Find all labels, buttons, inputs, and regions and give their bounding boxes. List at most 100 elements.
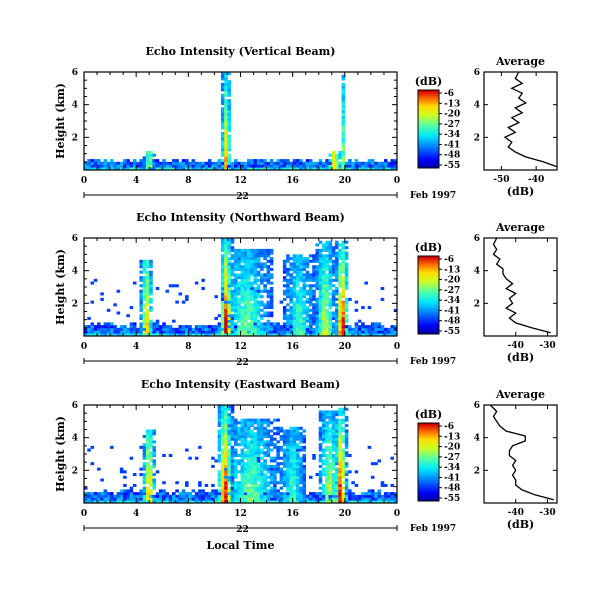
heatmap-cell	[266, 492, 271, 496]
heatmap-cell	[335, 437, 339, 441]
colorbar-tick-label: -34	[444, 463, 460, 473]
heatmap-cell	[312, 454, 316, 458]
heatmap-cell	[380, 164, 385, 168]
heatmap-cell	[142, 451, 147, 455]
heatmap-cell	[100, 500, 104, 504]
heatmap-cell	[220, 297, 225, 301]
colorbar-segment	[418, 107, 439, 110]
heatmap-cell	[247, 289, 251, 293]
heatmap-cell	[341, 142, 346, 146]
heatmap-cell	[87, 325, 91, 329]
heatmap-cell	[295, 330, 300, 334]
heatmap-cell	[227, 440, 232, 444]
heatmap-cell	[237, 500, 241, 504]
heatmap-cell	[364, 497, 368, 501]
heatmap-cell	[230, 473, 235, 477]
heatmap-cell	[155, 470, 160, 474]
heatmap-cell	[191, 161, 196, 165]
colorbar-frame	[417, 255, 440, 335]
heatmap-cell	[168, 164, 173, 168]
heatmap-cell	[338, 254, 342, 258]
heatmap-cell	[224, 123, 228, 127]
heatmap-cell	[322, 316, 326, 320]
heatmap-cell	[224, 295, 228, 299]
heatmap-cell	[84, 164, 88, 168]
heatmap-cell	[220, 137, 225, 141]
heatmap-cell	[220, 77, 225, 81]
heatmap-cell	[331, 473, 336, 477]
colorbar-segment	[418, 314, 439, 317]
heatmap-cell	[276, 492, 280, 496]
colorbar-segment	[418, 438, 439, 441]
heatmap-cell	[328, 314, 333, 318]
heatmap-cell	[250, 429, 254, 433]
heatmap-cell	[233, 494, 238, 498]
heatmap-cell	[240, 164, 245, 168]
colorbar-segment	[418, 463, 439, 467]
heatmap-cell	[308, 327, 313, 331]
heatmap-cell	[328, 311, 333, 315]
heatmap-cell	[295, 259, 300, 263]
heatmap-cell	[279, 475, 284, 479]
heatmap-cell	[100, 327, 104, 331]
heatmap-cell	[162, 481, 166, 485]
heatmap-cell	[224, 121, 228, 125]
heatmap-cell	[322, 413, 326, 417]
heatmap-cell	[305, 259, 310, 263]
heatmap-cell	[181, 164, 186, 168]
colorbar-segment	[418, 436, 439, 439]
heatmap-cell	[250, 164, 254, 168]
heatmap-cell	[305, 292, 310, 296]
heatmap-cell	[331, 432, 336, 436]
heatmap-cell	[227, 303, 232, 307]
profile-x-tick-label: -40	[508, 508, 524, 518]
heatmap-cell	[220, 74, 225, 78]
heatmap-cell	[286, 254, 290, 258]
colorbar-segment	[418, 446, 439, 449]
heatmap-cell	[243, 445, 248, 449]
heatmap-cell	[308, 276, 313, 280]
heatmap-cell	[383, 167, 388, 171]
heatmap-cell	[299, 462, 303, 466]
heatmap-cell	[370, 462, 375, 466]
profile-line	[489, 404, 554, 501]
heatmap-cell	[250, 473, 254, 477]
date-label: 22	[236, 358, 249, 368]
colorbar-segment	[418, 130, 439, 134]
heatmap-cell	[116, 327, 121, 331]
heatmap-cell	[322, 473, 326, 477]
heatmap-cell	[224, 292, 228, 296]
heatmap-cell	[211, 161, 215, 165]
heatmap-cell	[338, 454, 342, 458]
heatmap-cell	[201, 278, 205, 282]
heatmap-cell	[220, 303, 225, 307]
heatmap-cell	[302, 303, 307, 307]
heatmap-cell	[132, 325, 137, 329]
heatmap-cell	[367, 497, 372, 501]
heatmap-cell	[361, 492, 365, 496]
heatmap-cell	[139, 265, 143, 269]
heatmap-cell	[263, 418, 267, 422]
heatmap-cell	[201, 497, 205, 501]
heatmap-cell	[266, 248, 271, 252]
heatmap-cell	[230, 248, 235, 252]
heatmap-cell	[220, 467, 225, 471]
heatmap-cell	[260, 161, 264, 165]
heatmap-cell	[253, 254, 258, 258]
heatmap-cell	[266, 467, 271, 471]
heatmap-cell	[292, 164, 297, 168]
heatmap-cell	[393, 159, 398, 163]
heatmap-cell	[142, 311, 147, 315]
heatmap-cell	[217, 494, 222, 498]
heatmap-cell	[247, 333, 251, 337]
heatmap-cell	[145, 319, 150, 323]
heatmap-cell	[84, 500, 88, 504]
heatmap-cell	[185, 161, 189, 165]
heatmap-cell	[243, 316, 248, 320]
heatmap-cell	[165, 333, 170, 337]
heatmap-cell	[162, 161, 166, 165]
heatmap-cell	[243, 267, 248, 271]
heatmap-cell	[217, 448, 222, 452]
heatmap-cell	[302, 316, 307, 320]
heatmap-cell	[250, 316, 254, 320]
